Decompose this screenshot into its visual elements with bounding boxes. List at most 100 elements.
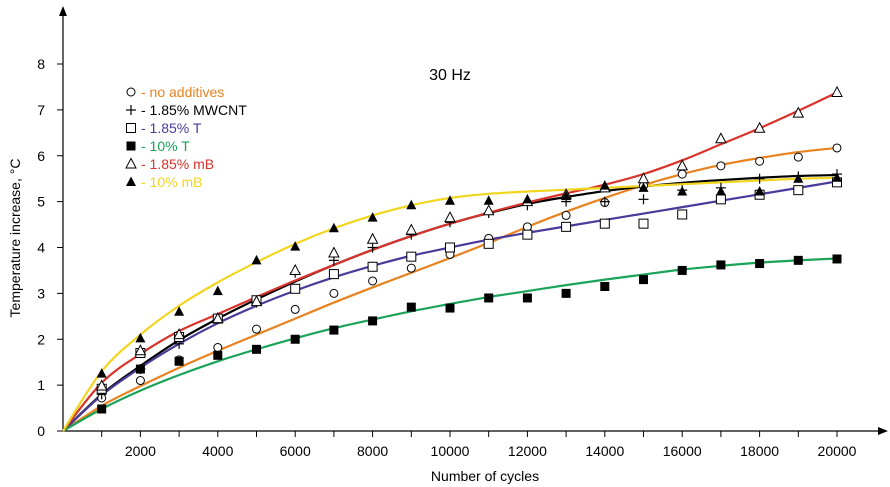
data-point xyxy=(445,303,455,313)
x-tick-label: 12000 xyxy=(508,443,547,459)
y-axis-arrow-icon xyxy=(59,6,67,16)
data-point xyxy=(406,263,416,273)
data-point xyxy=(368,316,378,326)
data-point xyxy=(213,343,223,353)
legend-label-5: - 10% mB xyxy=(141,174,202,190)
data-point xyxy=(444,211,456,223)
data-point xyxy=(484,293,494,303)
data-point xyxy=(715,186,726,196)
data-point xyxy=(793,152,803,162)
data-point xyxy=(677,169,687,179)
data-point xyxy=(677,186,688,196)
data-point xyxy=(755,156,765,166)
legend-marker-3 xyxy=(126,141,136,151)
legend-marker-1 xyxy=(126,105,136,115)
legend-label-3: - 10% T xyxy=(141,138,190,154)
legend-marker-2 xyxy=(126,123,136,133)
data-point xyxy=(832,172,842,182)
data-point xyxy=(328,246,340,258)
data-point xyxy=(561,221,572,232)
data-point xyxy=(290,304,300,314)
data-point xyxy=(134,344,147,356)
y-tick-label: 1 xyxy=(37,377,45,393)
data-point xyxy=(677,265,687,275)
x-tick-label: 16000 xyxy=(663,443,702,459)
data-point xyxy=(135,364,145,374)
x-tick-label: 8000 xyxy=(357,443,388,459)
x-tick-label: 18000 xyxy=(740,443,779,459)
data-point xyxy=(831,85,843,97)
data-point xyxy=(753,121,766,133)
axes: 2000 4000 6000 8000 10000 12000 14000 16000 1800… xyxy=(37,6,888,459)
x-tick-label: 20000 xyxy=(818,443,857,459)
y-tick-label: 6 xyxy=(37,148,45,164)
data-point xyxy=(174,356,184,366)
data-point xyxy=(406,302,416,312)
x-axis-arrow-icon xyxy=(878,427,888,435)
data-point xyxy=(252,324,261,334)
data-point xyxy=(599,196,610,207)
data-point xyxy=(832,143,842,153)
data-point xyxy=(639,275,648,285)
data-point xyxy=(483,238,494,249)
data-point xyxy=(250,295,263,307)
data-point xyxy=(96,368,107,378)
data-point xyxy=(405,223,418,235)
x-tick-label: 4000 xyxy=(202,443,233,459)
y-axis-title: Temperature increase, °C xyxy=(7,159,23,318)
legend-label-1: - 1.85% MWCNT xyxy=(141,102,247,118)
data-point xyxy=(754,186,765,196)
data-point xyxy=(368,276,378,286)
chart-title: 30 Hz xyxy=(429,67,471,84)
series-points-4 xyxy=(95,85,843,391)
y-tick-label: 5 xyxy=(37,194,45,210)
x-tick-label: 2000 xyxy=(125,443,156,459)
data-point xyxy=(754,173,765,184)
data-point xyxy=(290,241,301,251)
data-point xyxy=(677,209,688,220)
data-point xyxy=(290,334,300,344)
data-point xyxy=(599,218,610,229)
data-point xyxy=(716,260,726,270)
data-point xyxy=(638,194,649,205)
legend-label-4: - 1.85% mB xyxy=(141,156,214,172)
data-point xyxy=(522,293,532,303)
data-point xyxy=(483,195,494,205)
data-point xyxy=(213,350,223,360)
y-tick-label: 4 xyxy=(37,240,45,256)
data-point xyxy=(522,193,533,204)
y-tick-label: 7 xyxy=(37,102,45,118)
data-point xyxy=(406,199,417,210)
data-point xyxy=(328,269,339,280)
data-point xyxy=(290,283,301,294)
data-point xyxy=(212,285,223,296)
data-point xyxy=(638,218,649,229)
data-point xyxy=(95,379,108,391)
data-point xyxy=(793,255,803,265)
data-point xyxy=(252,344,261,354)
data-point xyxy=(135,376,145,386)
legend-marker-5 xyxy=(126,176,136,186)
x-tick-label: 14000 xyxy=(585,443,624,459)
data-point xyxy=(367,261,378,272)
data-point xyxy=(329,288,339,298)
data-points xyxy=(95,85,843,414)
legend: - no additives - 1.85% MWCNT - 1.85% T - 10… xyxy=(125,84,247,190)
data-point xyxy=(328,222,339,233)
data-point xyxy=(561,210,571,220)
data-point xyxy=(600,281,610,291)
data-point xyxy=(406,251,417,262)
data-point xyxy=(251,254,262,265)
y-tick-label: 8 xyxy=(37,56,45,72)
data-point xyxy=(135,332,146,343)
data-point xyxy=(289,263,302,275)
legend-marker-4 xyxy=(125,157,137,169)
data-point xyxy=(793,173,804,183)
legend-marker-0 xyxy=(126,87,136,97)
data-point xyxy=(755,259,765,269)
series-points-3 xyxy=(97,254,842,414)
series-points-5 xyxy=(96,172,842,378)
data-point xyxy=(329,325,339,335)
data-point xyxy=(832,254,842,264)
